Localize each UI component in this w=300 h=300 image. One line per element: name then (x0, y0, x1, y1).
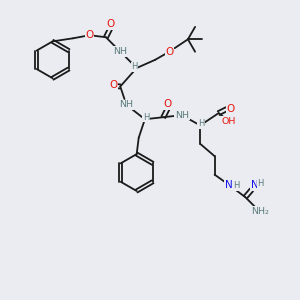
Text: H: H (131, 62, 138, 71)
Text: NH: NH (119, 100, 134, 109)
Text: OH: OH (222, 117, 236, 126)
Text: N: N (225, 180, 233, 190)
Text: H: H (143, 113, 149, 122)
Text: O: O (106, 19, 114, 29)
Text: O: O (165, 46, 174, 57)
Text: NH₂: NH₂ (251, 207, 268, 216)
Text: H: H (198, 119, 204, 128)
Text: H: H (257, 179, 264, 188)
Text: H: H (233, 182, 239, 190)
Text: NH: NH (175, 111, 189, 120)
Text: N: N (251, 180, 258, 190)
Text: O: O (85, 30, 94, 40)
Text: NH: NH (113, 47, 127, 56)
Text: O: O (109, 80, 117, 90)
Text: O: O (163, 99, 172, 109)
Text: O: O (227, 104, 235, 114)
